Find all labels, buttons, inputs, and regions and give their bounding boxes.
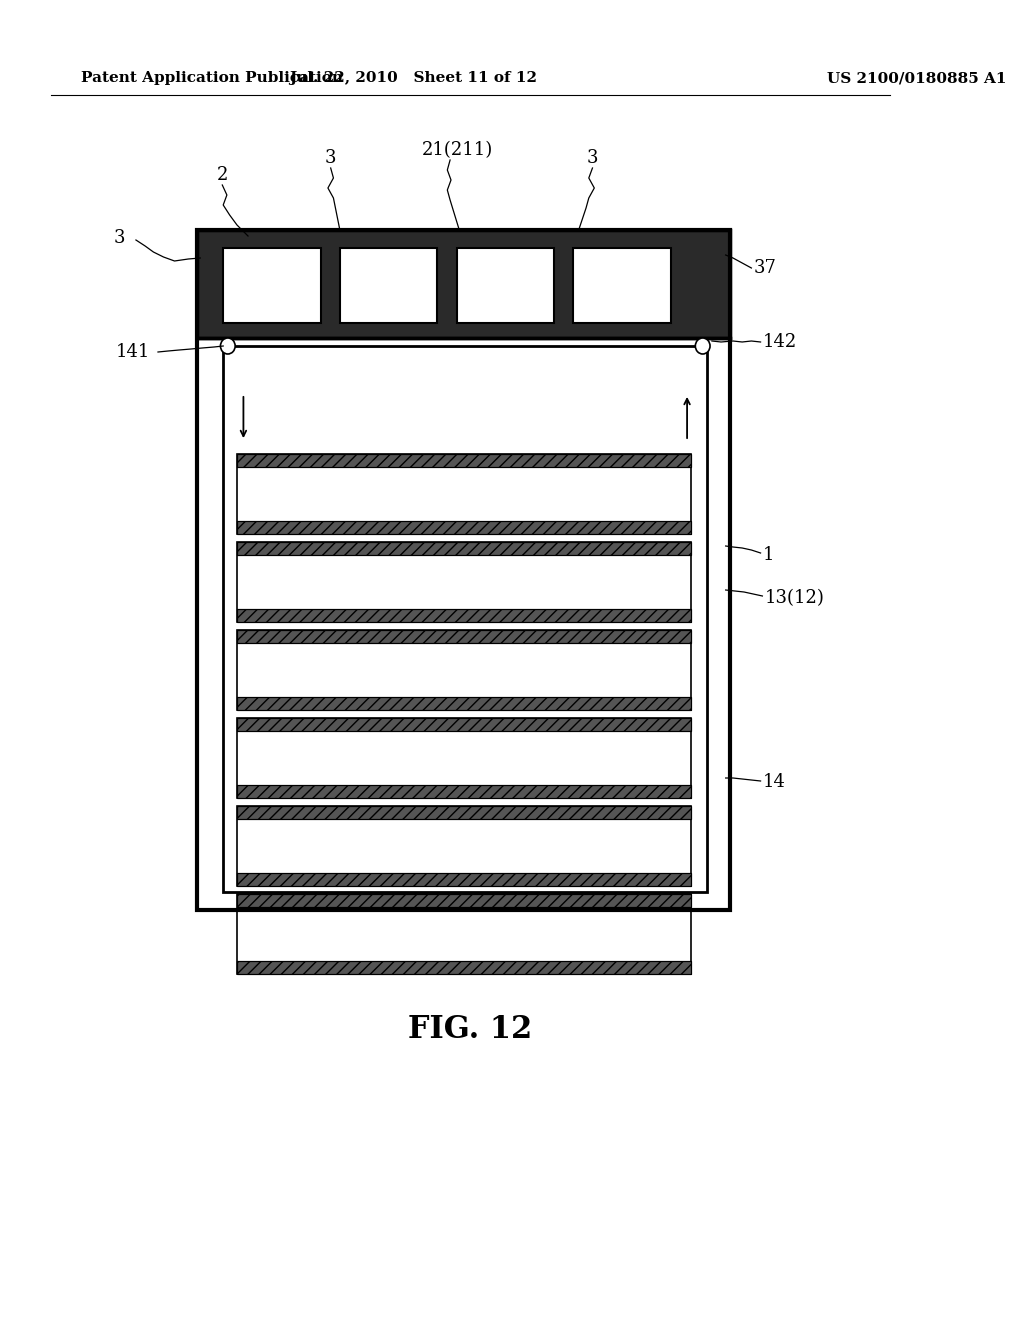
- Bar: [237, 785, 691, 799]
- Text: 13(12): 13(12): [765, 589, 825, 607]
- Text: 3: 3: [325, 149, 337, 168]
- Bar: [223, 248, 321, 323]
- Text: 142: 142: [763, 333, 797, 351]
- Bar: [237, 807, 691, 886]
- Text: 141: 141: [116, 343, 150, 360]
- Bar: [237, 961, 691, 974]
- Circle shape: [695, 338, 710, 354]
- Bar: [237, 609, 691, 622]
- Bar: [237, 807, 691, 818]
- Bar: [237, 785, 691, 799]
- Bar: [237, 454, 691, 467]
- Bar: [237, 961, 691, 974]
- Bar: [237, 630, 691, 643]
- Text: Jul. 22, 2010   Sheet 11 of 12: Jul. 22, 2010 Sheet 11 of 12: [290, 71, 538, 84]
- Bar: [237, 894, 691, 907]
- Bar: [457, 248, 554, 323]
- Text: 3: 3: [114, 228, 125, 247]
- Text: 1: 1: [763, 546, 774, 564]
- Bar: [237, 873, 691, 886]
- Text: 3: 3: [587, 149, 598, 168]
- Bar: [237, 718, 691, 731]
- Bar: [237, 630, 691, 643]
- Circle shape: [220, 338, 236, 354]
- Bar: [237, 894, 691, 974]
- Text: 21(211): 21(211): [422, 141, 494, 158]
- Bar: [237, 609, 691, 622]
- Bar: [237, 718, 691, 799]
- Bar: [237, 697, 691, 710]
- Bar: [237, 521, 691, 535]
- Bar: [237, 718, 691, 731]
- Bar: [340, 248, 437, 323]
- Bar: [237, 873, 691, 886]
- Bar: [237, 543, 691, 554]
- Bar: [237, 454, 691, 467]
- Text: FIG. 12: FIG. 12: [409, 1015, 532, 1045]
- Bar: [237, 543, 691, 622]
- Bar: [237, 543, 691, 554]
- Text: 14: 14: [763, 774, 785, 791]
- Bar: [237, 697, 691, 710]
- Bar: [237, 630, 691, 710]
- Bar: [198, 230, 730, 909]
- Bar: [223, 346, 708, 892]
- Text: 37: 37: [754, 259, 776, 277]
- Bar: [237, 454, 691, 535]
- Bar: [573, 248, 671, 323]
- Text: 2: 2: [217, 166, 228, 183]
- Bar: [237, 521, 691, 535]
- Bar: [198, 230, 730, 338]
- Bar: [237, 894, 691, 907]
- Text: US 2100/0180885 A1: US 2100/0180885 A1: [826, 71, 1007, 84]
- Bar: [237, 807, 691, 818]
- Text: Patent Application Publication: Patent Application Publication: [81, 71, 343, 84]
